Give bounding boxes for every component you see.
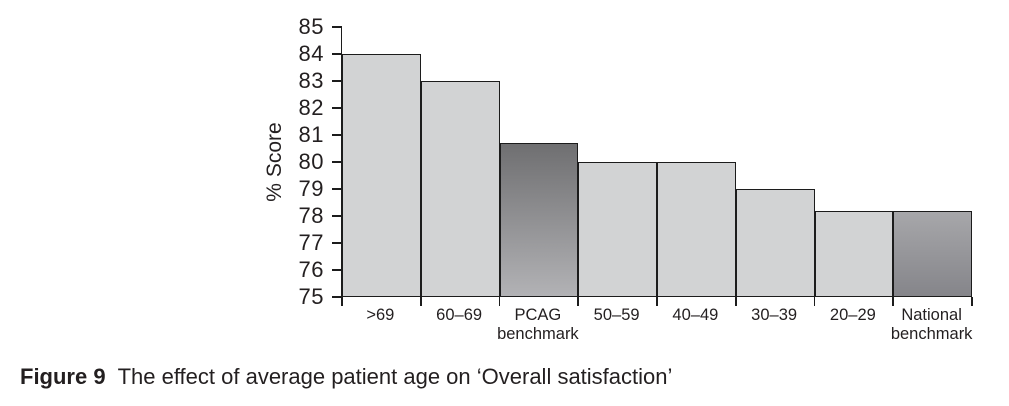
x-tick-label: National benchmark [890,306,973,343]
y-tick-label: 82 [298,95,324,120]
bar [893,210,972,297]
x-tick-mark [734,297,737,306]
y-tick-label: 84 [298,41,324,66]
x-tick-label: 60–69 [436,306,483,324]
y-tick-label: 85 [298,14,324,39]
y-tick-mark [332,134,342,136]
bar [342,54,421,297]
x-tick-mark [656,297,658,306]
bar [657,162,736,297]
x-tick-mark [813,297,816,306]
x-tick-mark [577,297,580,306]
y-tick-mark [332,161,342,163]
y-tick-mark [332,188,342,190]
y-tick-mark [332,107,342,109]
bar [420,81,500,297]
x-tick-mark [892,297,895,306]
x-tick-mark [971,297,973,306]
x-tick-label: 20–29 [829,306,876,324]
y-tick-mark [332,53,342,55]
bar [499,143,579,297]
x-tick-label: >69 [366,306,395,324]
y-tick-label: 83 [298,68,324,93]
x-tick-mark [341,297,343,306]
x-axis-labels: >69 60–69 PCAG benchmark 50–59 40–49 30–39 20–2… [341,306,973,346]
bar [814,210,894,297]
y-tick-mark [332,26,342,28]
y-tick-label: 80 [298,149,324,174]
bar [735,189,815,297]
x-tick-label: PCAG benchmark [497,306,579,343]
x-tick-mark [498,297,501,306]
y-tick-label: 76 [298,257,324,282]
x-tick-label: 50–59 [593,306,640,324]
y-tick-label: 78 [298,203,324,228]
bar [578,162,657,297]
y-tick-label: 75 [298,284,324,309]
plot-area: 85 84 83 82 81 80 79 78 77 76 75 [299,16,973,308]
y-tick-mark [332,269,342,271]
caption-label: Figure 9 [20,364,106,389]
y-tick-label: 81 [298,122,324,147]
x-tick-mark [419,297,422,306]
caption-text: The effect of average patient age on ‘Ov… [117,364,673,389]
y-tick-mark [332,215,342,217]
x-tick-label: 30–39 [751,306,798,324]
y-tick-label: 79 [298,176,324,201]
y-tick-mark [332,296,342,298]
x-tick-label: 40–49 [672,306,719,324]
y-tick-label: 77 [298,230,324,255]
figure-caption: Figure 9 The effect of average patient ag… [20,363,672,390]
y-tick-mark [332,80,342,82]
y-tick-mark [332,242,342,244]
